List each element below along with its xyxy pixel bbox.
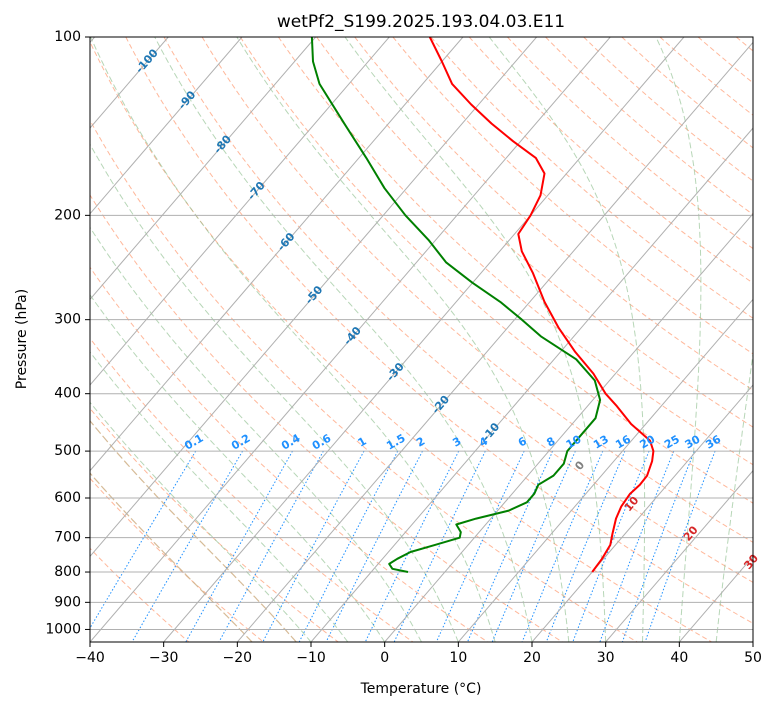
- y-axis: 100 200 300 400 500 600 700 800 900 1000: [45, 29, 90, 637]
- isotherm-gridline: [90, 37, 317, 301]
- y-tick-label: 600: [54, 490, 81, 506]
- x-tick-label: −30: [149, 650, 179, 666]
- moist-adiabat-line: [154, 37, 533, 642]
- x-tick-label: −40: [75, 650, 105, 666]
- moist-adiabat-line: [90, 37, 496, 642]
- isotherm-gridline: [90, 37, 464, 472]
- dry-adiabat-line: [621, 37, 753, 149]
- x-tick-label: 30: [597, 650, 615, 666]
- temperature-profile-line: [428, 37, 655, 573]
- x-tick-label: −10: [296, 650, 326, 666]
- moist-adiabat-line: [90, 351, 349, 642]
- x-axis: −40 −30 −20 −10 0 10 20 30 40 50: [75, 642, 762, 666]
- moist-adiabat-line: [344, 37, 607, 642]
- dry-adiabat-line: [90, 119, 638, 642]
- mixing-ratio-line: [599, 450, 675, 642]
- mixing-ratio-line: [644, 450, 716, 642]
- moist-adiabat-line: [90, 294, 386, 642]
- dry-adiabat-line: [507, 37, 753, 250]
- mixing-ratio-line: [621, 450, 695, 642]
- dry-adiabat-line: [545, 37, 753, 216]
- x-tick-label: 40: [670, 650, 688, 666]
- isotherm-gridline: [605, 469, 753, 642]
- mixing-ratio-line: [364, 450, 460, 642]
- x-tick-label: 20: [523, 650, 541, 666]
- x-tick-label: 10: [449, 650, 467, 666]
- mixing-ratio-line: [521, 450, 604, 642]
- y-tick-label: 200: [54, 207, 81, 223]
- moist-adiabat-line: [488, 37, 646, 642]
- moist-adiabat-line: [236, 37, 570, 642]
- gridlines: [90, 37, 753, 642]
- dry-adiabat-line: [430, 37, 753, 319]
- y-axis-label: Pressure (hPa): [14, 289, 30, 389]
- isotherm-gridline: [90, 37, 390, 386]
- mixing-ratio-line: [218, 450, 324, 642]
- x-tick-label: 0: [380, 650, 389, 666]
- y-tick-label: 300: [54, 312, 81, 328]
- x-tick-label: −20: [223, 650, 253, 666]
- mixing-ratio-line: [435, 450, 525, 642]
- dendritic-curve: [90, 419, 297, 642]
- isotherm-gridline: [90, 37, 243, 215]
- moist-adiabat-line: [90, 143, 459, 642]
- mixing-ratio-line: [325, 450, 423, 642]
- isotherm-gridline: [457, 298, 753, 642]
- dry-adiabat-line: [316, 37, 753, 428]
- isotherm-gridline: [90, 37, 611, 642]
- isotherm-gridline: [531, 384, 753, 642]
- y-tick-label: 900: [54, 594, 81, 610]
- dry-adiabat-line: [163, 37, 753, 583]
- y-tick-label: 800: [54, 564, 81, 580]
- mixing-ratio-line: [393, 450, 486, 642]
- moist-adiabat-line: [90, 226, 422, 642]
- y-tick-label: 500: [54, 443, 81, 459]
- isotherm-gridline: [310, 127, 753, 642]
- mixing-ratio-line: [262, 450, 365, 642]
- isotherm-gridline: [90, 37, 538, 558]
- moist-adiabat-line: [655, 37, 702, 642]
- y-tick-label: 1000: [45, 621, 81, 637]
- dry-adiabat-line: [125, 37, 753, 624]
- dry-adiabat-line: [90, 40, 712, 642]
- isotherm-gridline: [163, 37, 685, 642]
- y-tick-label: 700: [54, 530, 81, 546]
- background-lines: [90, 37, 753, 642]
- x-tick-label: 50: [744, 650, 762, 666]
- dry-adiabat-line: [354, 37, 753, 391]
- mixing-ratio-line: [185, 450, 293, 642]
- dry-adiabat-line: [201, 37, 753, 543]
- dewpoint-profile-line: [310, 37, 602, 573]
- chart-title: wetPf2_S199.2025.193.04.03.E11: [277, 12, 565, 32]
- profile-lines: [310, 37, 655, 573]
- mixing-ratio-line: [467, 450, 554, 642]
- isotherm-gridline: [236, 41, 753, 642]
- mixing-ratio-line: [572, 450, 650, 642]
- y-tick-label: 100: [54, 29, 81, 45]
- y-tick-label: 400: [54, 386, 81, 402]
- isotherm-gridline: [384, 212, 753, 642]
- plot-frame: [89, 36, 754, 643]
- dendritic-curve: [90, 472, 253, 642]
- x-axis-label: Temperature (°C): [360, 681, 482, 697]
- dry-adiabat-line: [239, 37, 753, 504]
- mixing-ratio-line: [298, 450, 399, 642]
- moist-adiabat-line: [715, 350, 753, 642]
